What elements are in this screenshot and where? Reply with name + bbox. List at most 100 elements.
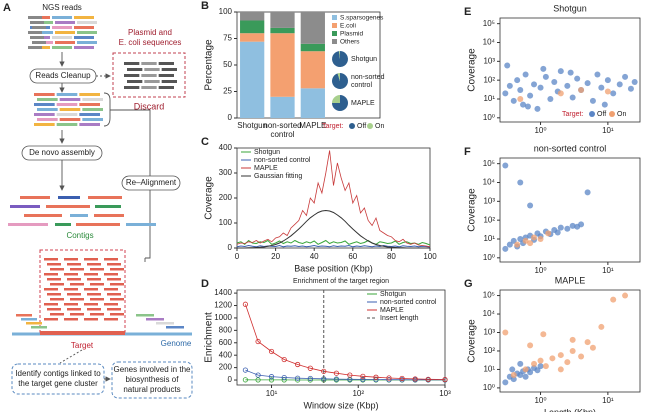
y-tick-label: 1000 (214, 313, 232, 322)
contigs-label: Contigs (66, 231, 93, 240)
point (537, 363, 544, 370)
point (537, 357, 544, 364)
point (522, 366, 529, 373)
mapped-read (104, 288, 118, 291)
point (307, 365, 313, 371)
read-bar (59, 118, 81, 121)
read-bar (141, 62, 157, 65)
x-tick-label: MAPLE (299, 121, 326, 130)
x-tick-label: 0 (235, 252, 240, 261)
mapped-read (166, 326, 184, 329)
y-tick-label: 10⁴ (483, 309, 496, 318)
point (540, 331, 547, 338)
point (542, 363, 549, 370)
point (537, 84, 544, 91)
plot-frame (499, 157, 641, 263)
x-tick-label: 60 (348, 252, 357, 261)
y-axis-label: Enrichment (204, 312, 215, 363)
point (557, 68, 564, 75)
point (514, 77, 521, 84)
point (373, 374, 379, 380)
bar-segment (270, 27, 295, 34)
point (527, 240, 534, 247)
bar-segment (300, 43, 325, 52)
realign-label: Re–Alignment (126, 178, 177, 187)
y-tick-label: 600 (219, 338, 233, 347)
arrow (59, 349, 83, 364)
mapped-read (87, 308, 101, 311)
legend-label: Off (597, 111, 606, 118)
point (569, 347, 576, 354)
assembly-label: De novo assembly (29, 148, 95, 157)
mapped-read (16, 314, 32, 317)
point (564, 359, 571, 366)
point (510, 371, 517, 378)
point (510, 237, 517, 244)
point (502, 162, 509, 169)
mapped-read (90, 268, 104, 271)
read-bar (74, 16, 94, 19)
panel-label: G (464, 278, 473, 290)
read-bar (74, 26, 94, 29)
read-bar (28, 16, 42, 19)
y-tick-label: 10¹ (483, 234, 495, 243)
y-tick-label: 10¹ (483, 94, 495, 103)
legend-label: MAPLE (254, 165, 278, 172)
contig (8, 223, 48, 226)
read-bar (37, 108, 58, 111)
read-bar (32, 26, 46, 29)
bar-segment (300, 12, 325, 44)
mapped-read (87, 278, 101, 281)
genes-label: natural products (123, 385, 180, 394)
point (569, 222, 576, 229)
mapped-read (84, 303, 98, 306)
read-bar (79, 113, 100, 116)
point (627, 85, 634, 92)
point (281, 374, 287, 381)
point (517, 95, 524, 102)
mapped-read (84, 273, 98, 276)
mapped-read (110, 283, 124, 286)
mapped-read (70, 283, 84, 286)
point (520, 101, 527, 108)
contig (94, 214, 124, 217)
read-bar (34, 113, 55, 116)
contig (70, 214, 88, 217)
mapped-read (26, 322, 42, 325)
x-tick-label: 40 (310, 252, 319, 261)
point (242, 377, 249, 383)
read-bar (141, 74, 157, 77)
genome-label: Genome (161, 339, 192, 348)
read-bar (28, 46, 42, 49)
read-bar (32, 41, 46, 44)
point (347, 372, 353, 378)
read-bar (34, 123, 55, 126)
point (527, 369, 534, 376)
mapped-read (104, 258, 118, 261)
mapped-read (107, 293, 121, 296)
mapped-read (47, 278, 61, 281)
mapped-read (44, 273, 58, 276)
mapped-read (64, 303, 78, 306)
point (242, 367, 249, 373)
legend-dot (367, 123, 373, 129)
point (549, 355, 556, 362)
mapped-read (31, 326, 47, 329)
x-axis-label: Window size (Kbp) (303, 400, 378, 410)
mapped-read (90, 313, 104, 316)
read-bar (74, 36, 94, 39)
genes-label: Genes involved in the (114, 365, 191, 374)
pie-label: non-sorted control (351, 74, 385, 89)
point (295, 377, 301, 383)
y-tick-label: 400 (219, 143, 233, 152)
read-bar (77, 41, 97, 44)
mapped-read (50, 268, 64, 271)
x-tick-label: 10⁰ (534, 396, 546, 405)
point (504, 62, 511, 69)
chart-title: non-sorted control (534, 143, 607, 153)
bar-segment (240, 33, 265, 42)
point (255, 338, 261, 345)
y-tick-label: 10⁵ (483, 19, 495, 28)
y-tick-label: 10³ (483, 328, 495, 337)
